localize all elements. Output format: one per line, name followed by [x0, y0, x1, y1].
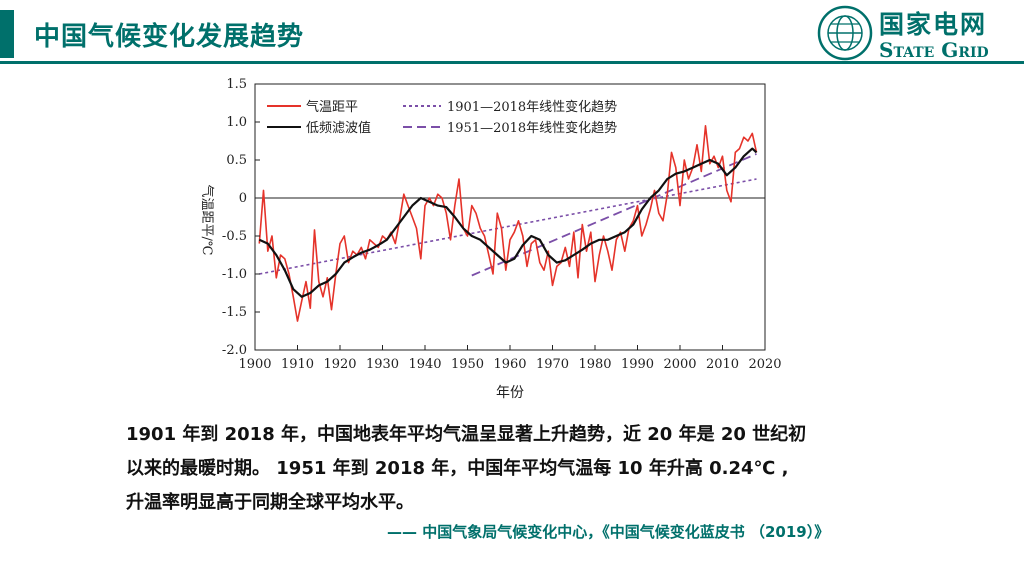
page-title: 中国气候变化发展趋势 [34, 22, 305, 52]
x-tick-label: 1910 [281, 357, 314, 372]
x-tick-label: 1920 [323, 357, 356, 372]
x-tick-label: 1990 [621, 357, 654, 372]
x-tick-label: 1900 [238, 357, 271, 372]
x-tick-label: 1980 [578, 357, 611, 372]
legend-label-anomaly: 气温距平 [306, 99, 358, 115]
description-line-3: 升温率明显高于同期全球平均水平。 [126, 492, 414, 513]
x-tick-label: 2000 [663, 357, 696, 372]
trend-line-1901-2018 [259, 178, 757, 275]
y-tick-label: 1.5 [226, 77, 247, 92]
y-axis-ticks: 1.5 1.0 0.5 0 -0.5 -1.0 -1.5 -2.0 [222, 77, 260, 358]
x-tick-label: 1950 [451, 357, 484, 372]
header-accent-bar [0, 10, 14, 58]
y-tick-label: -0.5 [222, 229, 247, 244]
y-tick-label: 0 [239, 191, 247, 206]
chart-legend: 气温距平 低频滤波值 1901—2018年线性变化趋势 1951—2018年线性… [267, 99, 617, 136]
state-grid-logo: 国家电网 State Grid [815, 5, 1015, 62]
y-tick-label: -1.0 [222, 267, 247, 282]
x-tick-label: 1940 [408, 357, 441, 372]
temperature-anomaly-chart: 1900 1910 1920 1930 1940 1950 1960 1970 1980 1990… [199, 77, 782, 401]
y-tick-label: -2.0 [222, 343, 247, 358]
header-divider [0, 61, 1024, 64]
y-axis-label: 气温距平/℃ [199, 185, 215, 256]
series-layer [258, 124, 758, 322]
x-axis-label: 年份 [496, 385, 524, 401]
y-tick-label: 1.0 [226, 115, 247, 130]
description-line-2: 以来的最暖时期。 1951 年到 2018 年，中国年平均气温每 10 年升高 … [126, 458, 789, 479]
source-citation: —— 中国气象局气候变化中心，《中国气候变化蓝皮书 （2019）》 [387, 523, 830, 541]
x-tick-label: 1960 [493, 357, 526, 372]
state-grid-emblem-icon [817, 5, 873, 61]
logo-chinese-text: 国家电网 [879, 10, 988, 39]
x-axis-ticks: 1900 1910 1920 1930 1940 1950 1960 1970 1980 1990… [238, 345, 782, 372]
legend-label-filter: 低频滤波值 [306, 120, 371, 136]
series-anomaly-line [258, 124, 758, 322]
x-tick-label: 2010 [706, 357, 739, 372]
trend-line-1951-2018 [471, 153, 757, 277]
y-tick-label: 0.5 [226, 153, 247, 168]
x-tick-label: 2020 [748, 357, 781, 372]
description-text: 1901 年到 2018 年，中国地表年平均气温呈显著上升趋势，近 20 年是 … [126, 418, 926, 520]
series-filter-line [258, 147, 758, 298]
y-tick-label: -1.5 [222, 305, 247, 320]
description-line-1: 1901 年到 2018 年，中国地表年平均气温呈显著上升趋势，近 20 年是 … [126, 424, 807, 445]
legend-label-trend-1951: 1951—2018年线性变化趋势 [447, 120, 617, 136]
legend-label-trend-1901: 1901—2018年线性变化趋势 [447, 99, 617, 115]
x-tick-label: 1970 [536, 357, 569, 372]
logo-english-text: State Grid [879, 38, 989, 62]
x-tick-label: 1930 [366, 357, 399, 372]
